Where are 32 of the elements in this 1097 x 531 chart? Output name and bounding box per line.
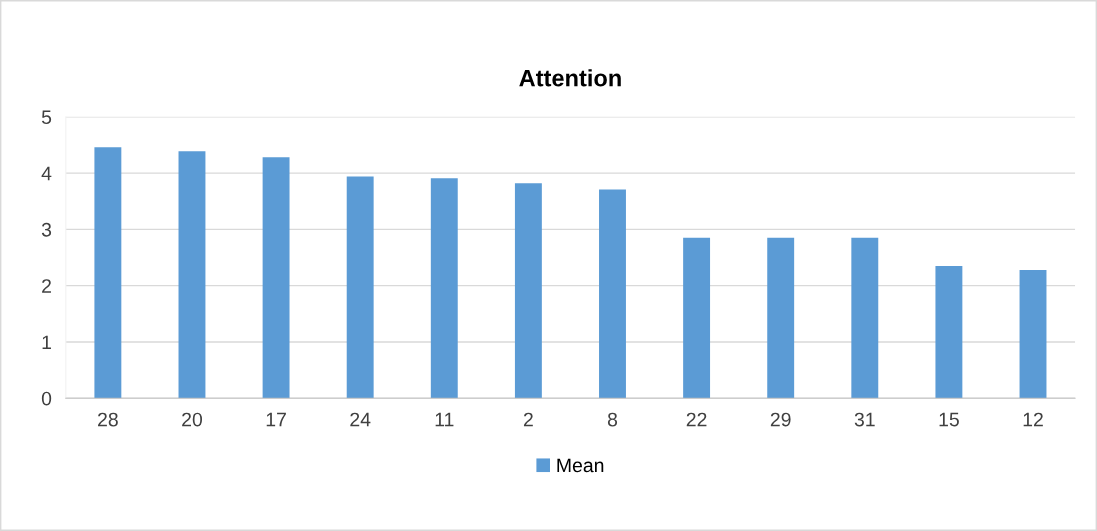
bar (1019, 269, 1047, 399)
bar (767, 237, 795, 399)
y-tick-label: 5 (41, 110, 52, 125)
bar (94, 147, 122, 399)
bar (935, 265, 963, 399)
bar (430, 178, 458, 399)
y-tick-label: 4 (41, 166, 52, 181)
bar (514, 183, 542, 399)
bar (178, 151, 206, 399)
legend-label: Mean (557, 458, 604, 473)
chart-title: Attention (519, 69, 621, 87)
x-tick-label: 2 (523, 412, 533, 427)
bar (851, 237, 879, 399)
x-tick-label: 15 (939, 412, 959, 427)
y-tick-label: 1 (42, 335, 51, 350)
bar (599, 189, 626, 399)
y-tick-label: 0 (41, 391, 52, 406)
x-tick-label: 12 (1023, 412, 1043, 427)
x-tick-label: 8 (607, 412, 618, 427)
x-tick-label: 31 (854, 412, 875, 427)
x-tick-label: 11 (435, 412, 454, 427)
y-tick-label: 2 (42, 279, 51, 293)
y-tick-label: 3 (41, 222, 52, 237)
x-tick-label: 22 (686, 412, 707, 427)
x-tick-label: 24 (350, 412, 371, 427)
x-tick-label: 29 (770, 412, 791, 427)
x-tick-label: 17 (266, 412, 286, 427)
bar (346, 176, 374, 399)
bar (683, 237, 711, 399)
x-tick-label: 20 (182, 412, 203, 427)
bar (262, 157, 290, 399)
x-tick-label: 28 (98, 412, 118, 427)
